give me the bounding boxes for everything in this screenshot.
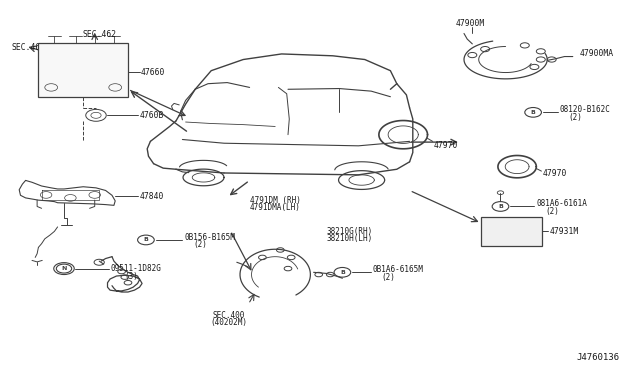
Text: 0B1A6-6165M: 0B1A6-6165M xyxy=(372,265,423,274)
Text: SEC.462: SEC.462 xyxy=(12,43,45,52)
Text: N: N xyxy=(61,266,67,271)
Text: (2): (2) xyxy=(545,207,559,216)
Text: 0B156-B165M: 0B156-B165M xyxy=(184,233,235,242)
Text: B: B xyxy=(498,204,503,209)
Text: 38210G(RH): 38210G(RH) xyxy=(326,227,372,236)
Text: 47900M: 47900M xyxy=(456,19,485,28)
Text: SEC.462: SEC.462 xyxy=(82,30,116,39)
Text: (2): (2) xyxy=(568,113,582,122)
Text: 47840: 47840 xyxy=(140,192,164,201)
Text: SEC.400: SEC.400 xyxy=(213,311,245,320)
Text: 47660: 47660 xyxy=(141,68,165,77)
Text: B: B xyxy=(531,110,536,115)
Text: 38210H(LH): 38210H(LH) xyxy=(326,234,372,243)
Text: 4791DM (RH): 4791DM (RH) xyxy=(250,196,300,205)
Text: 4791DMA(LH): 4791DMA(LH) xyxy=(250,203,300,212)
Text: B: B xyxy=(340,270,345,275)
Text: (2): (2) xyxy=(381,273,396,282)
Text: 08120-B162C: 08120-B162C xyxy=(560,105,611,114)
Text: (2): (2) xyxy=(193,240,207,249)
FancyBboxPatch shape xyxy=(481,217,542,246)
Text: 47931M: 47931M xyxy=(550,227,579,235)
Text: 081A6-6161A: 081A6-6161A xyxy=(536,199,587,208)
Text: B: B xyxy=(143,237,148,243)
Text: 47970: 47970 xyxy=(543,169,567,178)
Text: 47900MA: 47900MA xyxy=(579,49,613,58)
Text: J4760136: J4760136 xyxy=(577,353,620,362)
Text: 47970: 47970 xyxy=(434,141,458,150)
Text: 4760B: 4760B xyxy=(140,111,164,120)
Text: 09511-1D82G: 09511-1D82G xyxy=(110,264,161,273)
FancyBboxPatch shape xyxy=(38,43,128,97)
Text: (3): (3) xyxy=(125,272,139,280)
Text: (40202M): (40202M) xyxy=(211,318,248,327)
